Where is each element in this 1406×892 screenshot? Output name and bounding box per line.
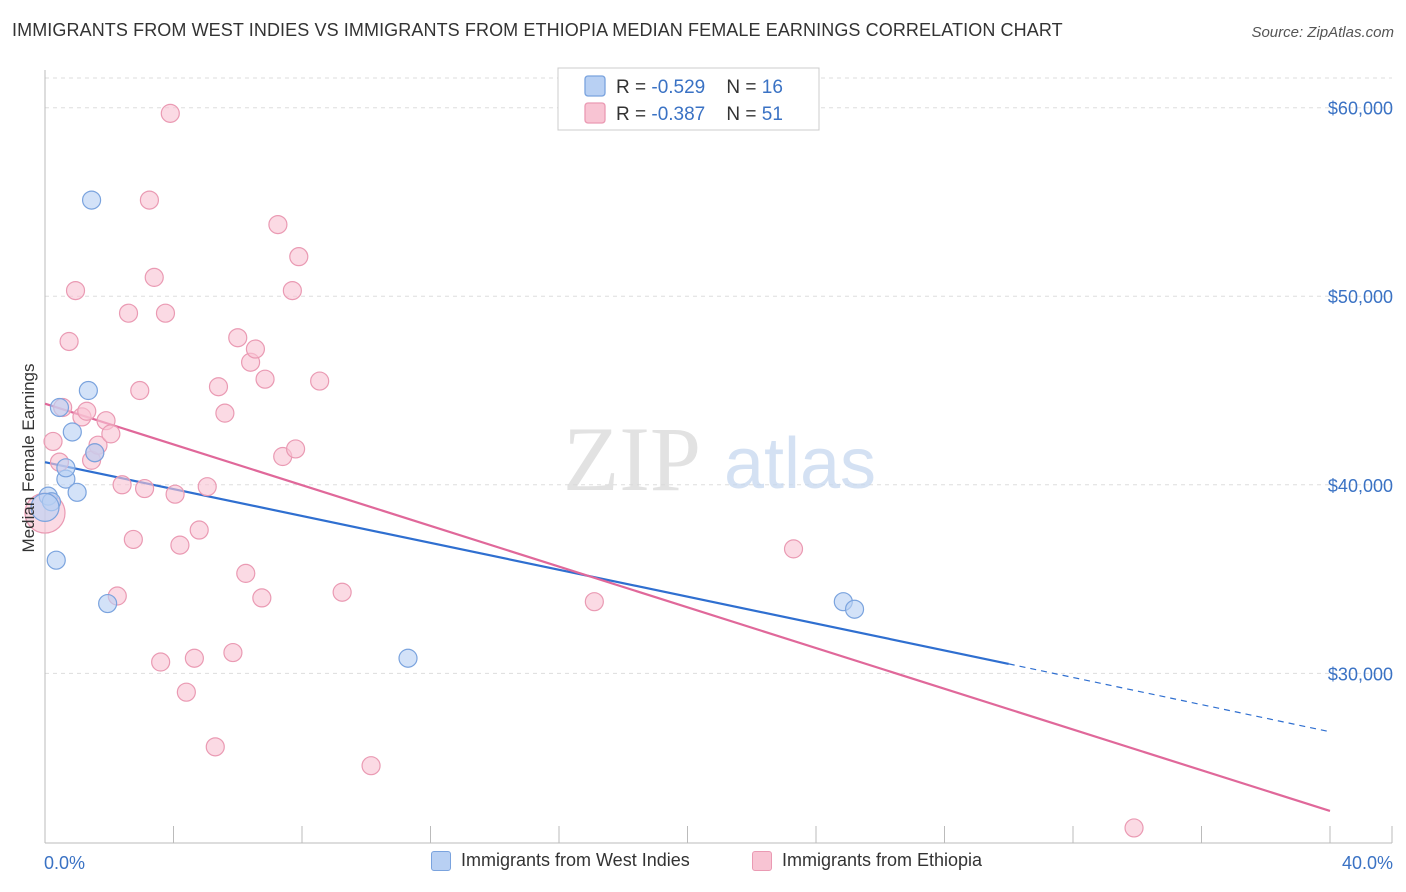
data-point-pink [65,280,86,301]
data-point-pink [282,280,302,301]
y-tick-label: $60,000 [1328,99,1393,119]
data-point-blue [98,593,118,614]
legend-item-west-indies: Immigrants from West Indies [431,850,690,871]
data-point-pink [43,431,63,452]
data-point-pink [118,303,139,323]
data-point-pink [77,401,97,421]
data-point-blue [49,397,70,418]
data-point-pink [134,478,155,499]
x-tick-label: 40.0% [1342,853,1393,873]
data-point-pink [289,247,309,267]
data-point-pink [783,539,804,559]
chart-title: IMMIGRANTS FROM WEST INDIES VS IMMIGRANT… [12,20,1063,40]
data-point-pink [59,331,79,352]
data-point-blue [62,422,82,442]
trend-line-extension-blue [1008,663,1331,733]
data-point-blue [30,492,60,523]
legend-label-west-indies: Immigrants from West Indies [461,850,690,870]
data-point-pink [332,582,352,602]
watermark: ZIP atlas [563,408,876,510]
trend-line-pink [44,402,1331,812]
data-point-blue [844,599,865,619]
legend-top: R = -0.529 N = 16 R = -0.387 N = 51 [557,67,820,131]
data-point-pink [112,475,132,495]
legend-top-swatch-pink [584,102,606,124]
data-point-blue [85,443,105,463]
legend-top-row-blue: R = -0.529 N = 16 [616,77,783,98]
data-point-pink [245,339,266,359]
data-point-pink [151,652,171,672]
data-point-blue [78,380,98,401]
data-point-blue [81,190,102,210]
data-point-blue [67,482,87,502]
data-point-pink [101,424,121,444]
data-point-pink [139,190,160,210]
watermark-atlas: atlas [724,424,876,504]
legend-top-row-pink: R = -0.387 N = 51 [616,104,783,125]
data-point-pink [165,484,185,504]
data-point-pink [144,267,164,287]
data-points [24,103,1144,838]
data-point-pink [123,529,143,550]
data-point-pink [215,403,235,423]
x-tick-label: 0.0% [44,853,85,873]
data-point-pink [223,642,243,663]
data-point-pink [310,371,330,391]
source-label: Source: ZipAtlas.com [1251,24,1394,41]
gridlines [45,77,1392,674]
data-point-pink [285,439,306,459]
data-point-pink [361,756,381,776]
legend-swatch-west-indies [431,850,451,871]
data-point-pink [268,215,288,235]
data-point-pink [252,588,272,608]
data-point-blue [398,648,418,668]
y-tick-label: $30,000 [1328,664,1393,684]
data-point-pink [197,477,217,497]
data-point-blue [46,550,66,570]
data-point-pink [170,535,190,555]
data-point-pink [236,563,256,583]
y-tick-label: $40,000 [1328,476,1393,496]
watermark-zip: ZIP [563,408,701,510]
data-point-pink [130,380,150,401]
axes [44,70,1393,844]
data-point-pink [228,328,248,348]
legend-label-ethiopia: Immigrants from Ethiopia [782,850,983,870]
y-tick-labels: $30,000 $40,000 $50,000 $60,000 [1328,99,1393,685]
y-tick-label: $50,000 [1328,287,1393,307]
data-point-blue [56,458,76,478]
data-point-pink [176,682,196,702]
data-point-pink [189,520,209,540]
legend-swatch-ethiopia [752,850,772,871]
data-point-pink [205,737,225,757]
data-point-pink [155,303,176,323]
data-point-pink [584,592,604,612]
data-point-pink [184,648,204,668]
data-point-pink [208,377,229,397]
legend-top-swatch-blue [584,75,606,97]
data-point-pink [160,103,180,123]
y-axis-label: Median Female Earnings [19,364,38,553]
data-point-pink [255,369,275,389]
data-point-pink [1124,818,1144,838]
x-tick-labels: 0.0% 40.0% [44,853,1393,873]
legend-item-ethiopia: Immigrants from Ethiopia [752,850,982,871]
legend-bottom: Immigrants from West Indies Immigrants f… [0,850,1406,880]
